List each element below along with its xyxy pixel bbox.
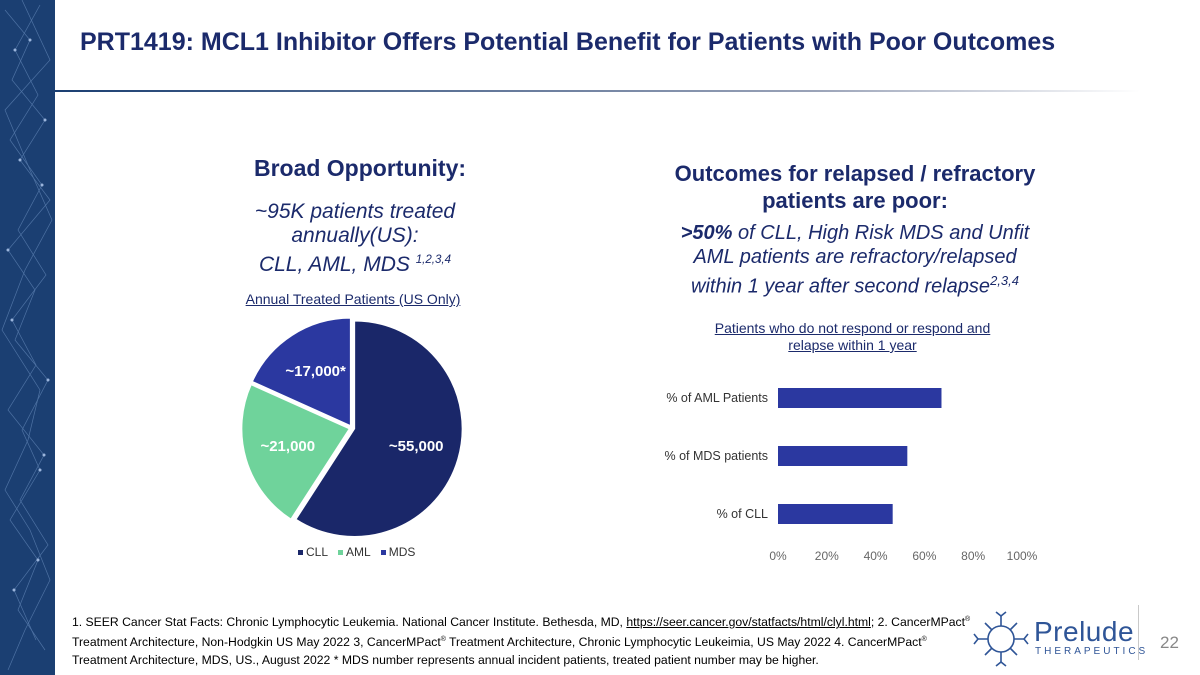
legend-item-aml: AML: [338, 545, 371, 559]
pie-label-mds: ~17,000*: [285, 362, 346, 380]
x-tick-label: 40%: [864, 549, 888, 563]
outcomes-heading-line1: Outcomes for relapsed / refractory: [674, 161, 1036, 186]
broad-opportunity-text: ~95K patients treated annually(US): CLL,…: [200, 200, 510, 277]
bar-aml: [778, 388, 942, 408]
footnote-part3: Treatment Architecture, Non-Hodgkin US M…: [72, 635, 441, 650]
broad-opportunity-heading: Broad Opportunity:: [253, 155, 467, 181]
outcomes-heading: Outcomes for relapsed / refractory patie…: [640, 160, 1070, 214]
x-tick-label: 60%: [912, 549, 936, 563]
x-tick-label: 20%: [815, 549, 839, 563]
outcomes-line2: AML patients are refractory/relapsed: [693, 246, 1017, 268]
logo-divider: [1138, 605, 1139, 660]
legend-item-cll: CLL: [298, 545, 328, 559]
decorative-sidebar: [0, 0, 55, 675]
pie-slice-aml: [240, 383, 351, 521]
footnote-part2: ; 2. CancerMPact: [870, 615, 966, 630]
bar-category-label: % of CLL: [717, 507, 768, 521]
logo-subtitle: THERAPEUTICS: [1035, 646, 1149, 657]
outcomes-line3: within 1 year after second relapse2,3,4: [640, 269, 1070, 299]
broad-opportunity-line1: ~95K patients treated: [254, 200, 456, 223]
outcomes-reference: 2,3,4: [990, 273, 1019, 288]
bar-chart-title: Patients who do not respond or respond a…: [714, 320, 991, 353]
footnote-part5: Treatment Architecture, MDS, US., August…: [72, 653, 819, 668]
legend-swatch-aml: [338, 550, 344, 556]
bar-mds: [778, 446, 908, 466]
broad-opportunity-reference: 1,2,3,4: [415, 254, 452, 266]
x-tick-label: 80%: [961, 549, 985, 563]
footnote: 1. SEER Cancer Stat Facts: Chronic Lymph…: [72, 611, 972, 669]
outcomes-line1-rest: of CLL, High Risk MDS and Unfit: [732, 222, 1030, 244]
seer-link[interactable]: https://seer.cancer.gov/statfacts/html/c…: [626, 615, 871, 630]
outcomes-heading-line2: patients are poor:: [762, 188, 948, 213]
outcomes-bold-percent: >50%: [680, 222, 733, 244]
bar-category-label: % of AML Patients: [666, 391, 768, 405]
outcomes-line3-text: within 1 year after second relapse: [691, 275, 991, 298]
broad-opportunity-line2: annually(US):: [291, 224, 419, 247]
page-number: 22: [1160, 633, 1179, 652]
page-title: PRT1419: MCL1 Inhibitor Offers Potential…: [80, 28, 1056, 56]
x-tick-label: 0%: [769, 549, 787, 563]
logo-name: Prelude: [1034, 616, 1135, 647]
registered-mark: ®: [965, 616, 971, 623]
bar-chart: % of AML Patients % of MDS patients % of C…: [664, 388, 1038, 563]
pie-chart-title: Annual Treated Patients (US Only): [245, 291, 461, 307]
pie-slice-mds: [251, 317, 352, 428]
bar-cll: [778, 504, 893, 524]
legend-label-aml: AML: [346, 545, 371, 559]
outcomes-line1: >50% of CLL, High Risk MDS and Unfit: [640, 221, 1070, 245]
footnote-part1: 1. SEER Cancer Stat Facts: Chronic Lymph…: [72, 615, 627, 630]
bar-category-label: % of MDS patients: [664, 449, 768, 463]
pie-slice-cll: [294, 319, 464, 538]
footnote-part4: Treatment Architecture, Chronic Lymphocy…: [445, 635, 922, 650]
pie-chart: [240, 317, 464, 538]
legend-swatch-mds: [380, 550, 386, 556]
legend-label-mds: MDS: [388, 545, 416, 559]
broad-opportunity-line3: CLL, AML, MDS 1,2,3,4: [200, 248, 510, 277]
pie-label-cll: ~55,000: [388, 437, 444, 455]
broad-opportunity-line3-text: CLL, AML, MDS: [258, 253, 416, 276]
legend-swatch-cll: [298, 550, 303, 556]
registered-mark: ®: [440, 636, 446, 644]
pie-label-aml: ~21,000: [260, 437, 316, 455]
registered-mark: ®: [921, 636, 927, 644]
pie-legend: CLL AML MDS: [298, 545, 425, 559]
legend-item-mds: MDS: [380, 545, 416, 559]
prelude-logo-icon: [973, 611, 1029, 667]
title-divider: [55, 90, 1140, 92]
network-pattern-icon: [1, 0, 53, 671]
legend-label-cll: CLL: [306, 545, 329, 559]
x-tick-label: 100%: [1007, 549, 1038, 563]
outcomes-text: >50% of CLL, High Risk MDS and Unfit AML…: [640, 221, 1070, 299]
